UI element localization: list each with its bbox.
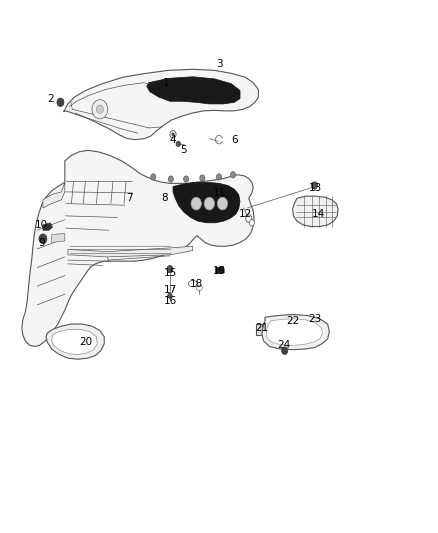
Text: 3: 3 xyxy=(215,59,223,69)
Text: 1: 1 xyxy=(163,78,170,87)
Circle shape xyxy=(282,347,288,354)
Ellipse shape xyxy=(196,285,202,290)
Text: 20: 20 xyxy=(79,337,92,347)
Circle shape xyxy=(191,197,201,210)
Text: 17: 17 xyxy=(163,286,177,295)
Circle shape xyxy=(57,98,64,107)
Polygon shape xyxy=(22,150,254,346)
Ellipse shape xyxy=(188,280,197,287)
Polygon shape xyxy=(262,314,329,350)
Text: 9: 9 xyxy=(38,238,45,247)
Polygon shape xyxy=(46,324,104,359)
Circle shape xyxy=(200,175,205,181)
Circle shape xyxy=(184,176,189,182)
Polygon shape xyxy=(43,182,65,208)
Text: 5: 5 xyxy=(180,146,187,155)
Text: 15: 15 xyxy=(163,268,177,278)
Circle shape xyxy=(311,182,318,189)
Text: 11: 11 xyxy=(212,188,226,198)
Circle shape xyxy=(39,234,47,244)
Text: 10: 10 xyxy=(35,220,48,230)
Text: 12: 12 xyxy=(239,209,252,219)
Polygon shape xyxy=(43,223,53,230)
Text: 19: 19 xyxy=(212,266,226,276)
Polygon shape xyxy=(52,329,97,354)
Circle shape xyxy=(172,133,174,136)
Polygon shape xyxy=(258,327,260,332)
Circle shape xyxy=(230,172,236,178)
Text: 7: 7 xyxy=(126,193,133,203)
Polygon shape xyxy=(215,266,224,274)
Circle shape xyxy=(249,220,254,226)
Text: 24: 24 xyxy=(277,341,290,350)
Circle shape xyxy=(92,100,108,119)
Circle shape xyxy=(151,174,156,180)
Circle shape xyxy=(246,215,252,222)
Circle shape xyxy=(176,141,180,147)
Circle shape xyxy=(204,197,215,210)
Text: 4: 4 xyxy=(170,135,177,144)
Text: 13: 13 xyxy=(309,183,322,192)
Polygon shape xyxy=(256,324,262,335)
Text: 14: 14 xyxy=(312,209,325,219)
Text: 18: 18 xyxy=(190,279,203,288)
Circle shape xyxy=(168,176,173,182)
Text: 16: 16 xyxy=(163,296,177,306)
Polygon shape xyxy=(293,196,338,227)
Polygon shape xyxy=(173,182,240,223)
Circle shape xyxy=(96,105,103,114)
Circle shape xyxy=(216,174,222,180)
Text: 23: 23 xyxy=(308,314,321,324)
Circle shape xyxy=(170,131,176,138)
Polygon shape xyxy=(52,233,65,243)
Circle shape xyxy=(217,197,228,210)
Text: 22: 22 xyxy=(286,316,299,326)
Polygon shape xyxy=(266,319,322,345)
Circle shape xyxy=(167,265,173,273)
Text: 21: 21 xyxy=(255,323,268,333)
Text: 6: 6 xyxy=(231,135,238,144)
Polygon shape xyxy=(68,246,193,257)
Circle shape xyxy=(168,293,172,298)
Text: 8: 8 xyxy=(161,193,168,203)
Text: 2: 2 xyxy=(47,94,54,103)
Polygon shape xyxy=(147,77,240,104)
Polygon shape xyxy=(64,69,258,140)
